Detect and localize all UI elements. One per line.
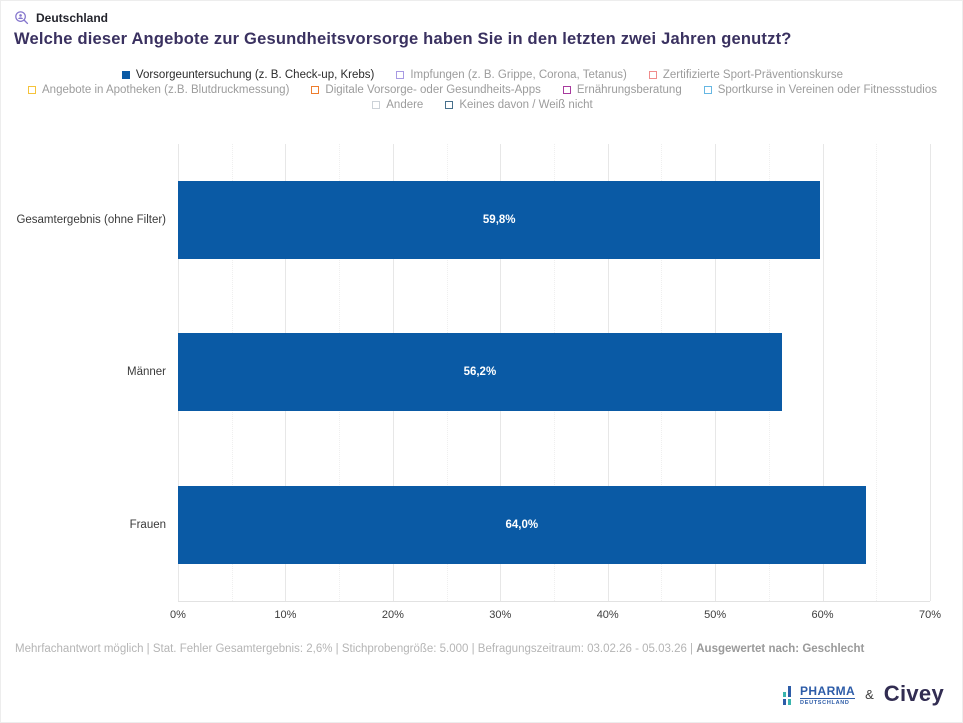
plot-area: Gesamtergebnis (ohne Filter) 59,8% Männer 5… xyxy=(16,144,931,602)
x-axis-tick-label: 0% xyxy=(170,609,186,621)
legend-item[interactable]: Vorsorgeuntersuchung (z. B. Check-up, Kr… xyxy=(121,69,375,81)
legend-swatch xyxy=(562,86,571,94)
x-axis-tick-label: 60% xyxy=(811,609,834,621)
bar-value-label: 56,2% xyxy=(463,366,497,379)
x-axis-tick-label: 40% xyxy=(596,609,619,621)
branding: PHARMA DEUTSCHLAND & Civey xyxy=(783,681,944,707)
meta-text: Mehrfachantwort möglich | Stat. Fehler G… xyxy=(15,643,697,655)
civey-logo[interactable]: Civey xyxy=(883,681,944,706)
legend-swatch xyxy=(445,101,454,109)
bar: 64,0% xyxy=(178,485,866,564)
legend-item[interactable]: Impfungen (z. B. Grippe, Corona, Tetanus… xyxy=(396,69,627,81)
legend-label: Vorsorgeuntersuchung (z. B. Check-up, Kr… xyxy=(135,69,375,81)
bar-row: Frauen 64,0% xyxy=(130,449,930,601)
legend-swatch xyxy=(396,71,405,79)
legend-item[interactable]: Zertifizierte Sport-Präventionskurse xyxy=(648,69,844,81)
bar-row: Gesamtergebnis (ohne Filter) 59,8% xyxy=(16,144,930,296)
legend-label: Digitale Vorsorge- oder Gesundheits-Apps xyxy=(325,84,541,96)
legend-swatch xyxy=(703,86,712,94)
legend-item[interactable]: Sportkurse in Vereinen oder Fitnessstudi… xyxy=(703,84,937,96)
legend-label: Impfungen (z. B. Grippe, Corona, Tetanus… xyxy=(410,69,627,81)
region-label: Deutschland xyxy=(36,10,109,25)
bar-row: Männer 56,2% xyxy=(127,296,930,448)
x-axis-tick-label: 20% xyxy=(381,609,404,621)
survey-meta-note: Mehrfachantwort möglich | Stat. Fehler G… xyxy=(15,643,955,655)
evaluated-by-text: Ausgewertet nach: Geschlecht xyxy=(696,643,865,655)
x-axis-tick-label: 70% xyxy=(918,609,942,621)
category-label: Männer xyxy=(127,366,166,379)
category-label: Gesamtergebnis (ohne Filter) xyxy=(16,214,166,227)
x-axis-tick-label: 30% xyxy=(489,609,512,621)
pharma-logo-line1: PHARMA xyxy=(800,684,856,699)
legend-label: Keines davon / Weiß nicht xyxy=(459,99,593,111)
legend-swatch xyxy=(28,86,37,94)
legend-swatch xyxy=(648,71,657,79)
legend-item[interactable]: Ernährungsberatung xyxy=(562,84,682,96)
x-axis-tick-label: 10% xyxy=(274,609,297,621)
bar-value-label: 59,8% xyxy=(482,214,516,227)
legend-swatch xyxy=(121,71,130,79)
legend-item[interactable]: Keines davon / Weiß nicht xyxy=(445,99,593,111)
legend-label: Zertifizierte Sport-Präventionskurse xyxy=(662,69,844,81)
pharma-logo-text: PHARMA DEUTSCHLAND xyxy=(800,684,856,706)
legend-label: Angebote in Apotheken (z.B. Blutdruckmes… xyxy=(42,84,290,96)
legend-row: Angebote in Apotheken (z.B. Blutdruckmes… xyxy=(1,84,962,96)
person-search-icon xyxy=(15,11,29,25)
legend-swatch xyxy=(311,86,320,94)
pharma-deutschland-logo[interactable]: PHARMA DEUTSCHLAND xyxy=(783,682,856,706)
legend-label: Andere xyxy=(386,99,424,111)
survey-question-title: Welche dieser Angebote zur Gesundheitsvo… xyxy=(14,30,792,48)
major-gridline xyxy=(930,144,931,601)
major-gridline xyxy=(822,144,824,601)
bar-value-label: 64,0% xyxy=(505,518,539,531)
ampersand-text: & xyxy=(865,686,874,702)
bar: 59,8% xyxy=(178,181,821,260)
legend-item[interactable]: Angebote in Apotheken (z.B. Blutdruckmes… xyxy=(28,84,289,96)
legend-item[interactable]: Digitale Vorsorge- oder Gesundheits-Apps xyxy=(311,84,541,96)
bar: 56,2% xyxy=(178,333,782,412)
category-label: Frauen xyxy=(129,518,166,531)
legend-label: Sportkurse in Vereinen oder Fitnessstudi… xyxy=(717,84,937,96)
minor-gridline xyxy=(876,144,878,601)
legend-item[interactable]: Andere xyxy=(372,99,423,111)
legend-label: Ernährungsberatung xyxy=(576,84,682,96)
region-row: Deutschland xyxy=(14,10,108,25)
legend-row: Vorsorgeuntersuchung (z. B. Check-up, Kr… xyxy=(1,69,962,81)
x-axis: 0% 10% 20% 30% 40% 50% 60% 70% xyxy=(170,609,941,627)
legend-row: Andere Keines davon / Weiß nicht xyxy=(1,99,962,111)
x-axis-tick-label: 50% xyxy=(704,609,727,621)
chart-legend: Vorsorgeuntersuchung (z. B. Check-up, Kr… xyxy=(1,69,962,111)
legend-swatch xyxy=(372,101,381,109)
bar-series: Gesamtergebnis (ohne Filter) 59,8% Männer 5… xyxy=(16,144,930,601)
pharma-bars-icon xyxy=(783,686,792,705)
pharma-logo-line2: DEUTSCHLAND xyxy=(800,699,850,706)
